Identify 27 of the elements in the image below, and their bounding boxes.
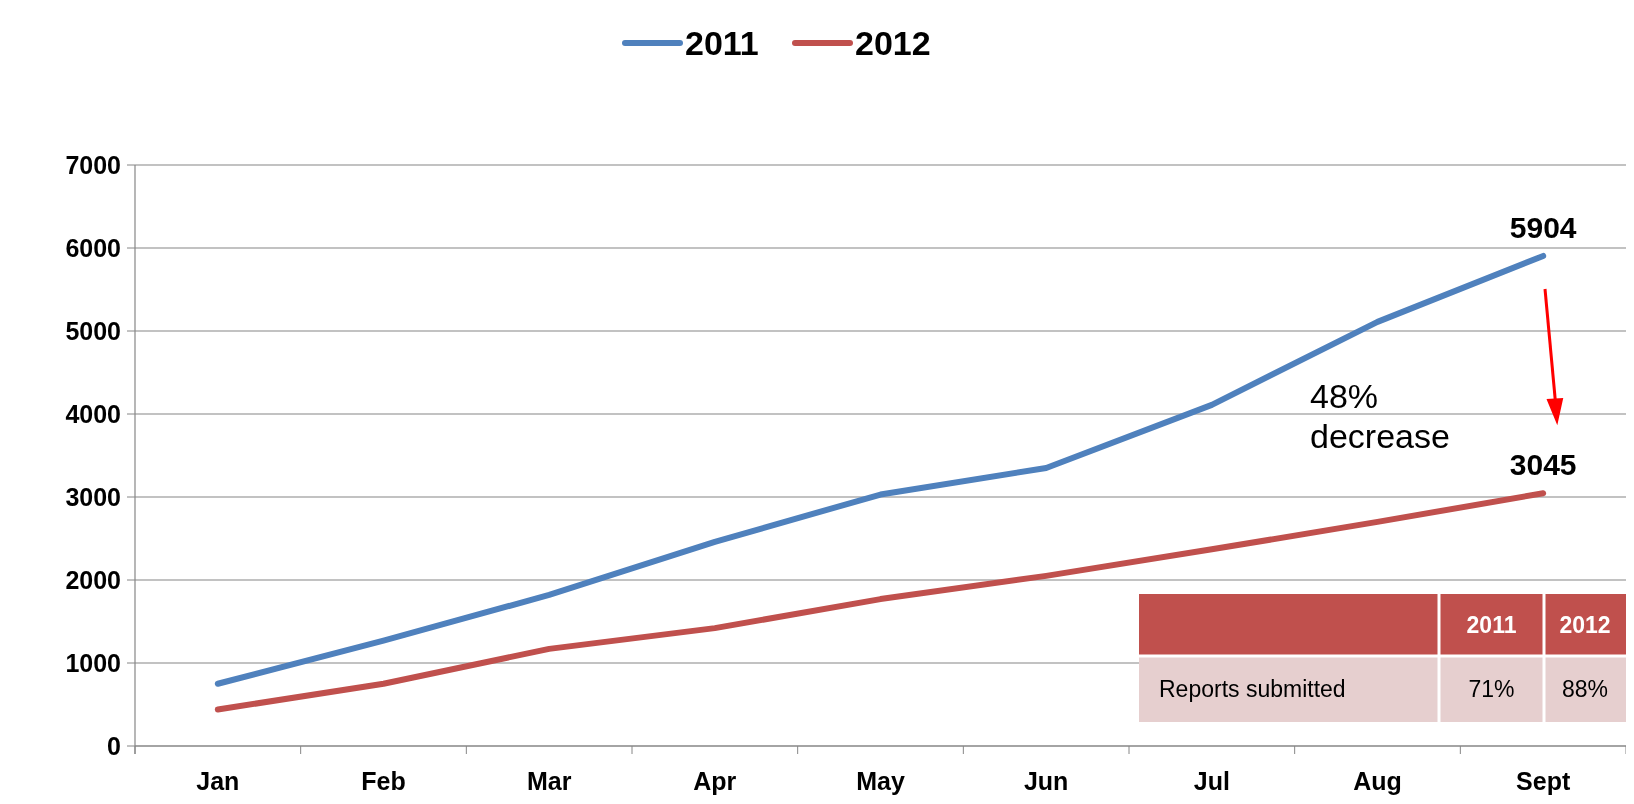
legend-label: 2012 (855, 23, 931, 62)
annotation: 48% decrease (1310, 377, 1450, 455)
y-tick-label: 2000 (65, 565, 121, 594)
x-tick-label: Jul (1193, 767, 1230, 795)
x-tick-label: May (856, 767, 905, 795)
text: 2012 (1559, 612, 1611, 639)
legend-label: 2011 (685, 23, 759, 62)
annotation: Reports submitted (1159, 676, 1346, 703)
x-tick-label: Aug (1353, 767, 1402, 795)
y-tick-label: 1000 (65, 648, 121, 677)
x-tick-label: Apr (693, 767, 737, 795)
annotation: 71% (1468, 676, 1515, 703)
y-tick-label: 7000 (65, 150, 121, 179)
y-tick-label: 5000 (65, 316, 121, 345)
y-tick-label: 4000 (65, 399, 121, 428)
x-tick-label: Jan (196, 767, 240, 795)
y-tick-label: 6000 (65, 233, 121, 262)
text: 2011 (1466, 612, 1517, 639)
x-tick-label: Feb (361, 767, 406, 795)
data-label: 5904 (1509, 210, 1577, 244)
annotation: 88% (1561, 676, 1609, 703)
x-tick-label: Mar (526, 767, 572, 795)
data-label: 3045 (1509, 448, 1577, 482)
y-tick-label: 3000 (65, 482, 121, 511)
x-tick-label: Sept (1516, 767, 1571, 795)
x-tick-label: Jun (1023, 767, 1069, 795)
y-tick-label: 0 (107, 731, 121, 760)
